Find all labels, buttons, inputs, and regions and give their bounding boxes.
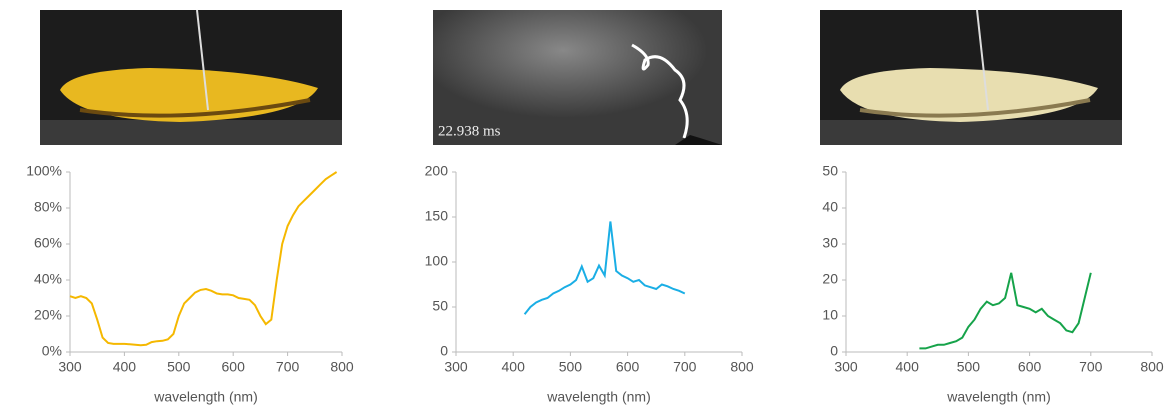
y-tick-label: 20 — [822, 271, 838, 287]
y-tick-label: 0 — [440, 343, 448, 359]
x-tick-label: 600 — [1018, 359, 1042, 375]
x-tick-label: 800 — [730, 359, 754, 375]
y-tick-label: 100 — [425, 253, 449, 269]
x-tick-label: 500 — [167, 359, 191, 375]
y-tick-label: 40% — [34, 271, 62, 287]
y-tick-label: 150 — [425, 208, 449, 224]
y-tick-label: 0% — [42, 343, 62, 359]
y-tick-label: 100% — [26, 163, 62, 179]
data-line — [919, 272, 1092, 350]
x-tick-label: 400 — [896, 359, 920, 375]
x-tick-label: 800 — [1140, 359, 1164, 375]
photo-timestamp: 22.938 ms — [438, 123, 501, 139]
photo-banana — [40, 9, 342, 145]
photo-banana-lit — [820, 9, 1122, 145]
x-tick-label: 300 — [58, 359, 82, 375]
y-tick-label: 50 — [822, 163, 838, 179]
x-tick-label: 700 — [1079, 359, 1103, 375]
x-tick-label: 700 — [276, 359, 300, 375]
y-tick-label: 20% — [34, 307, 62, 323]
y-tick-label: 0 — [830, 343, 838, 359]
x-tick-label: 400 — [113, 359, 137, 375]
y-tick-label: 50 — [432, 298, 448, 314]
y-tick-label: 10 — [822, 307, 838, 323]
x-axis-label: wavelength (nm) — [153, 389, 258, 405]
photo-lightning — [433, 10, 722, 145]
x-tick-label: 600 — [616, 359, 640, 375]
x-axis-label: wavelength (nm) — [546, 389, 651, 405]
y-tick-label: 80% — [34, 199, 62, 215]
x-tick-label: 500 — [957, 359, 981, 375]
y-tick-label: 200 — [425, 163, 449, 179]
y-tick-label: 60% — [34, 235, 62, 251]
x-tick-label: 300 — [444, 359, 468, 375]
x-tick-label: 700 — [673, 359, 697, 375]
x-tick-label: 500 — [559, 359, 583, 375]
x-tick-label: 800 — [330, 359, 354, 375]
x-tick-label: 300 — [834, 359, 858, 375]
data-line — [523, 221, 686, 315]
x-tick-label: 400 — [502, 359, 526, 375]
y-tick-label: 30 — [822, 235, 838, 251]
y-tick-label: 40 — [822, 199, 838, 215]
data-line — [69, 171, 338, 347]
x-tick-label: 600 — [222, 359, 246, 375]
x-axis-label: wavelength (nm) — [946, 389, 1051, 405]
